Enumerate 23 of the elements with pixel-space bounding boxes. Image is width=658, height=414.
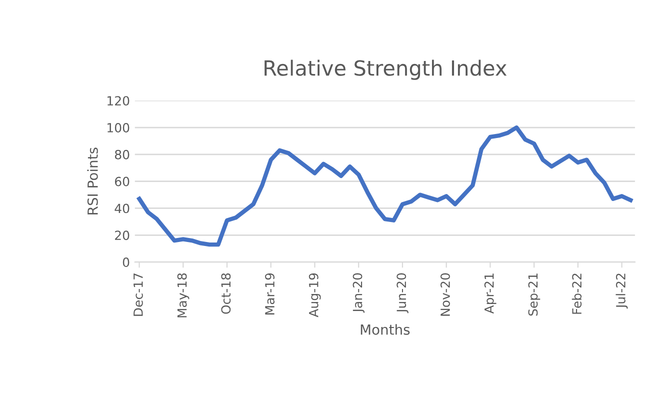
- y-tick-label: 120: [108, 96, 130, 106]
- x-tick-label: Mar-19: [265, 273, 275, 314]
- x-tick-label: Dec-17: [134, 274, 143, 316]
- y-tick-label: 60: [114, 176, 130, 186]
- chart-title: Relative Strength Index: [264, 60, 507, 80]
- x-tick-label: Jul-22: [616, 274, 628, 309]
- x-axis-title: Months: [360, 324, 410, 335]
- x-tick-label: Nov-20: [440, 273, 450, 316]
- x-tick-label: May-18: [177, 273, 190, 318]
- y-tick-label: 0: [122, 258, 130, 267]
- y-axis-title: RSI Points: [87, 148, 98, 214]
- y-tick-label: 20: [115, 230, 130, 240]
- x-tick-label: Apr-21: [484, 274, 496, 314]
- x-tick-label: Jun-20: [396, 273, 408, 314]
- x-tick-label: Jan-20: [352, 273, 365, 313]
- x-tick-label: Feb-22: [572, 274, 582, 314]
- y-tick-label: 40: [114, 204, 130, 214]
- x-tick-label: Sep-21: [528, 274, 540, 316]
- y-tick-label: 100: [108, 122, 130, 132]
- x-tick-label: Aug-19: [308, 273, 321, 318]
- x-tick-label: Oct-18: [221, 273, 231, 314]
- line-series: [137, 125, 633, 247]
- y-tick-label: 80: [114, 150, 130, 160]
